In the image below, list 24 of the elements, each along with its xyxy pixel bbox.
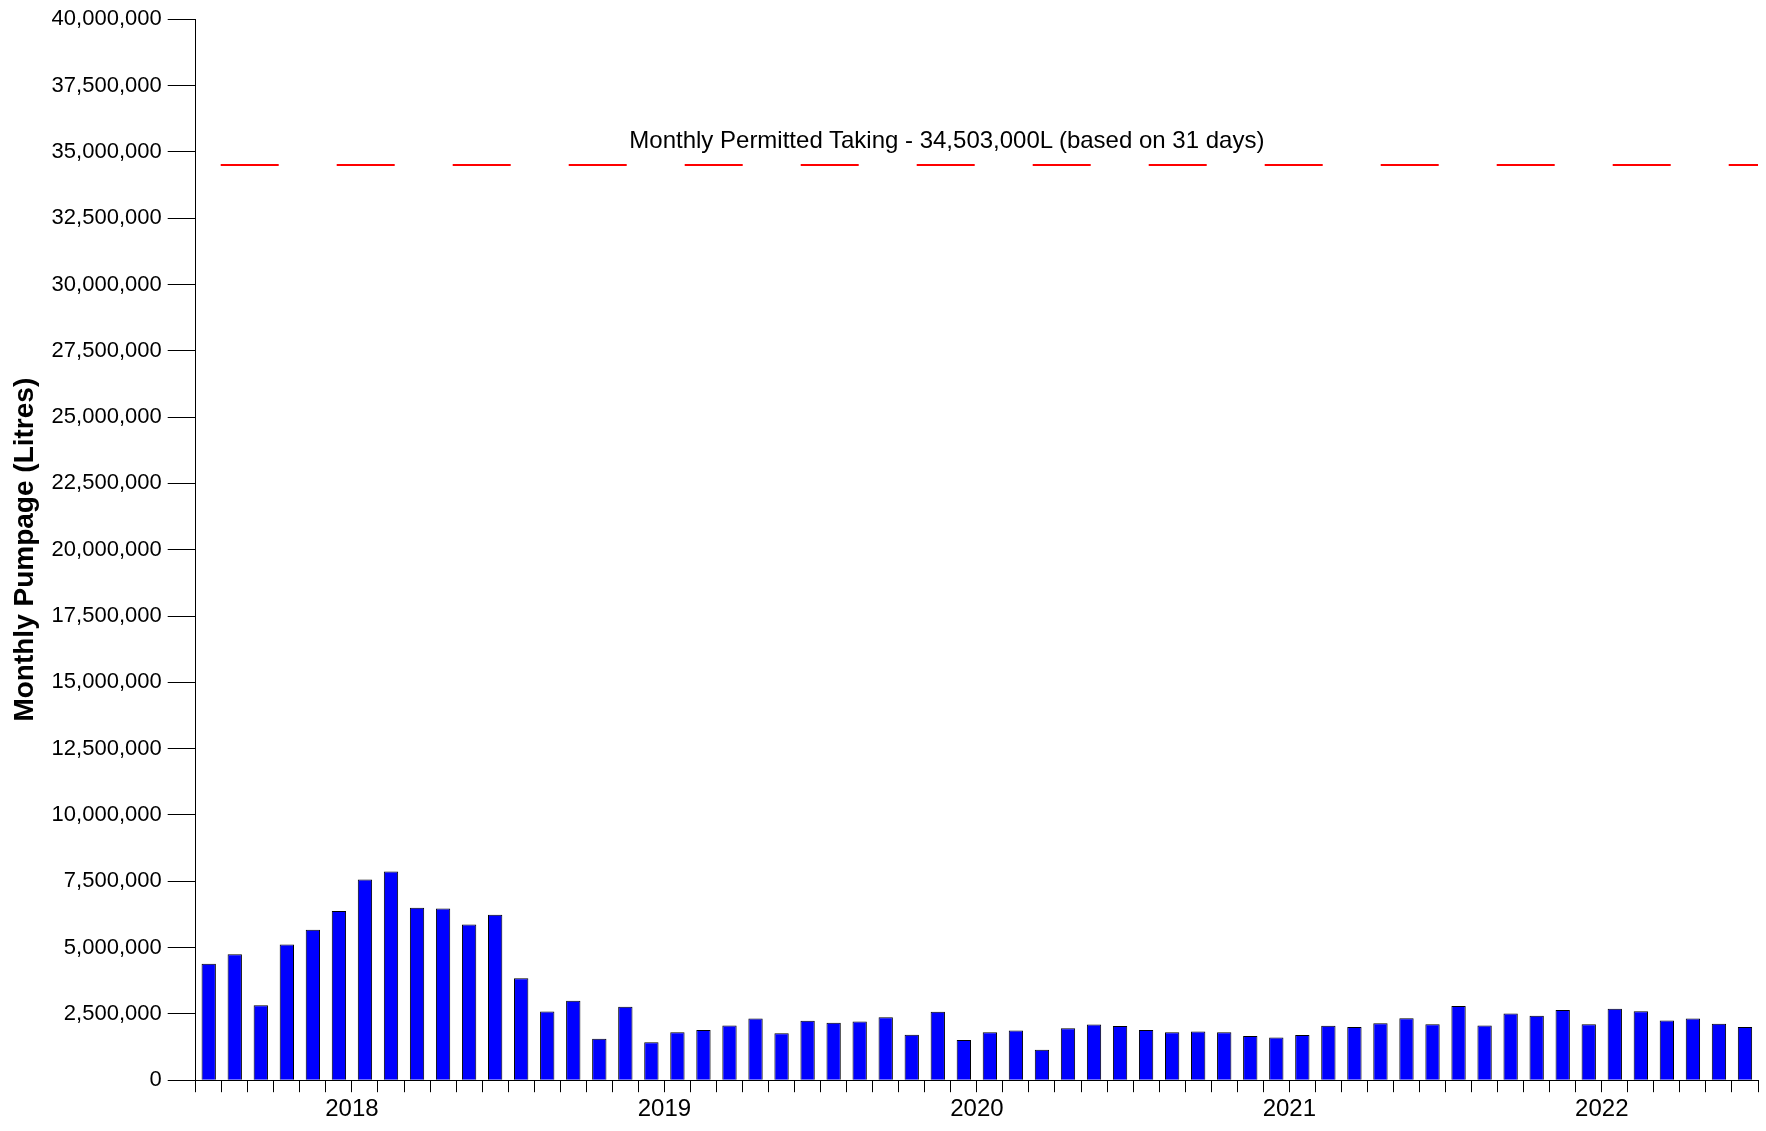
x-tick-label: 2021 — [1262, 1094, 1317, 1122]
y-tick-label: 2,500,000 — [63, 999, 162, 1025]
y-tick-label: 10,000,000 — [51, 801, 162, 827]
y-tick-label: 37,500,000 — [51, 71, 162, 97]
x-tick-label: 2018 — [325, 1094, 379, 1122]
y-tick-label: 7,500,000 — [63, 867, 162, 893]
y-tick-label: 27,500,000 — [51, 336, 162, 362]
ref-line-label: Monthly Permitted Taking - 34,503,000L (based on 31 days) — [629, 125, 1265, 153]
y-tick-label: 17,500,000 — [51, 602, 162, 628]
y-tick-label: 30,000,000 — [51, 270, 162, 296]
y-axis-title: Monthly Pumpage (Litres) — [7, 377, 39, 722]
y-tick-label: 20,000,000 — [51, 535, 162, 561]
y-tick-label: 25,000,000 — [51, 403, 162, 429]
y-tick-label: 35,000,000 — [51, 137, 162, 163]
y-tick-label: 15,000,000 — [51, 668, 162, 694]
y-tick-label: 40,000,000 — [51, 5, 162, 31]
y-tick-label: 32,500,000 — [51, 204, 162, 230]
x-tick-label: 2019 — [637, 1094, 692, 1122]
x-tick-label: 2022 — [1575, 1094, 1629, 1122]
y-tick-label: 22,500,000 — [51, 469, 162, 495]
y-tick-label: 0 — [149, 1066, 162, 1092]
y-tick-label: 12,500,000 — [51, 734, 162, 760]
y-tick-label: 5,000,000 — [63, 933, 162, 959]
x-tick-label: 2020 — [950, 1094, 1004, 1122]
